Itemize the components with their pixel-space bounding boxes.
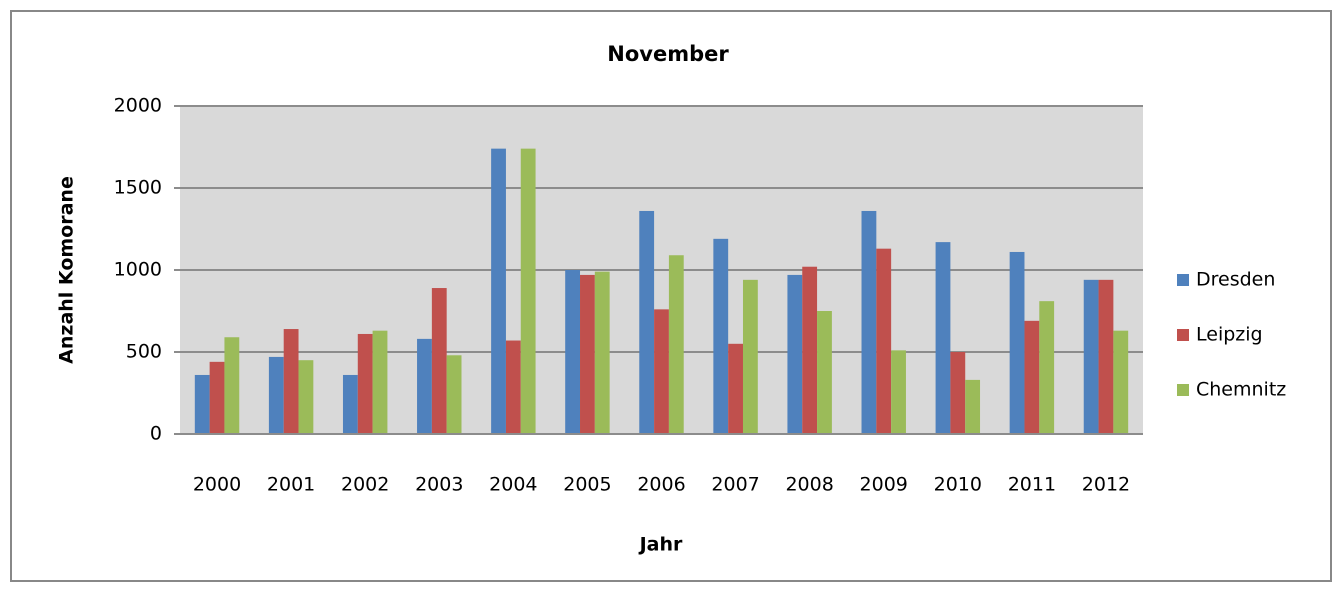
x-tick-label: 2002 <box>341 474 389 496</box>
bar <box>298 360 314 434</box>
bar <box>505 340 521 434</box>
x-tick-label: 2001 <box>267 474 315 496</box>
bar <box>876 248 892 434</box>
legend-swatch <box>1177 329 1189 341</box>
bar <box>1098 279 1114 434</box>
bar <box>224 337 240 434</box>
bar <box>817 311 832 434</box>
y-tick-label: 1000 <box>114 259 162 281</box>
y-axis-title: Anzahl Komorane <box>56 176 78 364</box>
bar <box>209 361 225 434</box>
y-tick-label: 0 <box>150 423 162 445</box>
bar <box>802 266 818 434</box>
bar <box>1009 251 1025 434</box>
legend-swatch <box>1177 384 1189 396</box>
bar <box>580 274 595 434</box>
x-tick-label: 2012 <box>1082 474 1130 496</box>
y-tick-label: 2000 <box>114 95 162 117</box>
y-tick-label: 1500 <box>114 177 162 199</box>
bar <box>728 343 743 434</box>
bar <box>194 374 210 434</box>
x-tick-label: 2000 <box>193 474 241 496</box>
bar <box>1113 330 1129 434</box>
bar <box>668 255 684 434</box>
x-tick-label: 2008 <box>785 474 833 496</box>
bar <box>417 338 432 434</box>
chart-title: November <box>607 42 729 66</box>
legend-swatch <box>1177 274 1189 286</box>
legend-label: Dresden <box>1196 269 1275 291</box>
bar <box>594 271 610 434</box>
bar <box>1024 320 1040 434</box>
bar <box>491 148 506 434</box>
y-tick-label: 500 <box>126 341 162 363</box>
bar <box>713 238 729 434</box>
bar <box>1039 301 1055 434</box>
x-tick-label: 2004 <box>489 474 537 496</box>
bar <box>565 270 581 434</box>
bar <box>372 330 388 434</box>
bar <box>742 279 758 434</box>
bar <box>787 274 803 434</box>
x-tick-label: 2010 <box>934 474 982 496</box>
bar <box>342 374 358 434</box>
bar <box>446 355 462 434</box>
x-tick-label: 2005 <box>563 474 611 496</box>
bar <box>520 148 536 434</box>
bar <box>935 242 951 434</box>
bar <box>950 352 966 434</box>
bar <box>965 379 981 434</box>
legend-label: Chemnitz <box>1196 379 1286 401</box>
bar <box>654 309 669 434</box>
bar <box>431 288 447 434</box>
x-tick-label: 2011 <box>1008 474 1056 496</box>
bar <box>891 350 906 434</box>
bar <box>639 210 655 434</box>
legend-label: Leipzig <box>1196 324 1263 346</box>
x-tick-label: 2003 <box>415 474 463 496</box>
x-axis-title: Jahr <box>638 534 683 556</box>
bar <box>283 329 299 434</box>
bar <box>268 356 284 434</box>
x-tick-label: 2007 <box>711 474 759 496</box>
bar <box>861 210 877 434</box>
bar <box>1083 279 1099 434</box>
bar <box>357 333 373 434</box>
x-tick-label: 2009 <box>860 474 908 496</box>
x-tick-label: 2006 <box>637 474 685 496</box>
